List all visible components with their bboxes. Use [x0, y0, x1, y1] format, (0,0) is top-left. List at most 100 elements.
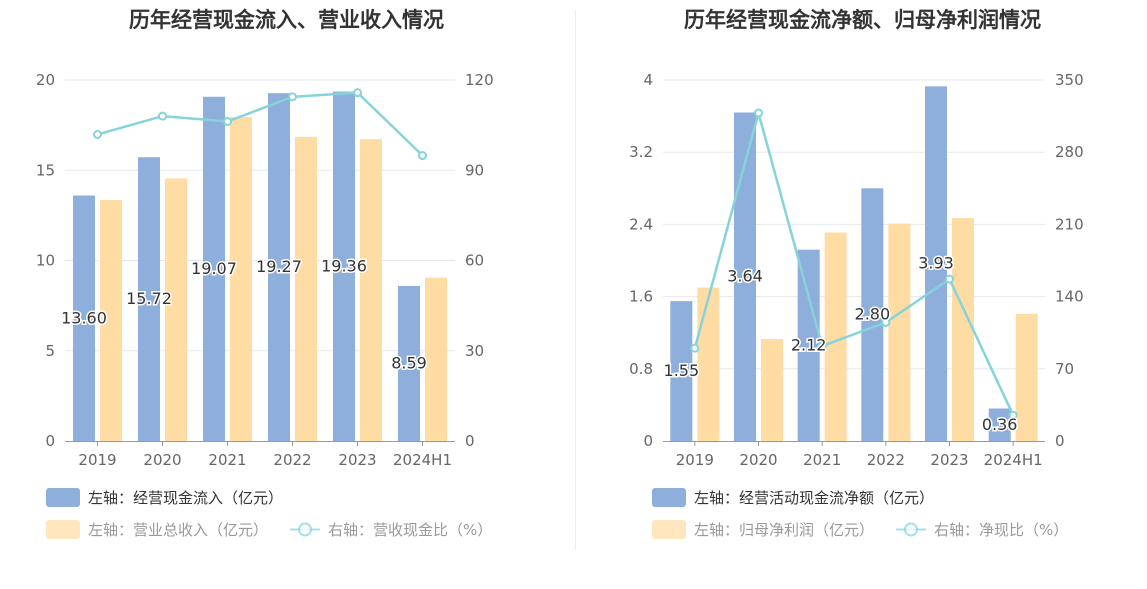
x-tick-label: 2020 [739, 451, 777, 469]
chart-panel-net-cash: 历年经营现金流净额、归母净利润情况 0 0 0.8 70 1.6 140 2.4 210 3.2… [576, 0, 1147, 560]
legend-item-inflow[interactable]: 左轴：经营现金流入（亿元） [46, 487, 283, 508]
data-label: 2.12 [791, 335, 827, 354]
y-right-tick-label: 0 [465, 432, 475, 450]
ratio-point [754, 108, 763, 118]
bar-primary [925, 86, 947, 441]
y-right-tick-label: 60 [465, 252, 484, 270]
bar-secondary [697, 287, 720, 441]
ratio-point [223, 117, 232, 127]
legend-label: 左轴：营业总收入（亿元） [88, 520, 269, 539]
x-tick-label: 2022 [867, 451, 905, 469]
bar-secondary [888, 223, 911, 441]
chart-title: 历年经营现金流入、营业收入情况 [129, 8, 444, 32]
y-left-tick-label: 20 [36, 71, 55, 89]
x-tick-label: 2019 [78, 451, 116, 469]
data-label: 19.07 [191, 259, 237, 278]
ratio-point [353, 88, 362, 98]
y-left-tick-label: 15 [36, 161, 55, 179]
data-label: 2.80 [855, 305, 891, 324]
y-right-tick-label: 350 [1055, 71, 1084, 89]
bar-secondary [824, 232, 847, 441]
bar-primary [797, 249, 820, 441]
data-label: 15.72 [126, 289, 172, 308]
x-tick-label: 2023 [930, 451, 968, 469]
legend-row-2: 左轴：营业总收入（亿元） 右轴：营收现金比（%） [46, 519, 514, 539]
data-label: 8.59 [391, 353, 427, 372]
bar-secondary [295, 136, 317, 442]
x-tick-label: 2022 [273, 451, 311, 469]
bar-secondary [761, 339, 783, 441]
legend-row-2: 左轴：归母净利润（亿元） 右轴：净现比（%） [652, 519, 1090, 539]
bar-primary [333, 91, 355, 441]
ratio-point [158, 111, 167, 121]
legend-label: 左轴：经营活动现金流净额（亿元） [694, 488, 935, 507]
bar-secondary [100, 200, 122, 441]
x-tick-label: 2021 [208, 451, 246, 469]
y-left-tick-label: 0 [45, 432, 55, 450]
ratio-line [693, 108, 1015, 416]
x-tick-label: 2020 [143, 451, 181, 469]
ratio-point [817, 341, 827, 351]
y-left-tick-label: 1.6 [629, 288, 653, 306]
y-right-tick-label: 30 [465, 342, 484, 360]
ratio-point [945, 274, 954, 284]
legend-label: 左轴：经营现金流入（亿元） [88, 488, 284, 507]
bar-primary [73, 195, 95, 441]
y-left-tick-label: 2.4 [629, 215, 653, 233]
bar-primary [670, 301, 693, 441]
y-right-tick-label: 140 [1055, 288, 1084, 306]
x-tick-label: 2024H1 [393, 451, 452, 469]
bar-secondary [425, 277, 447, 441]
panel-divider [575, 10, 576, 550]
chart-svg: 0 0 0.8 70 1.6 140 2.4 210 3.2 280 4 350 2019 2020 202… [629, 71, 1084, 469]
data-label: 1.55 [664, 361, 700, 380]
bar-primary [138, 157, 160, 441]
x-tick-label: 2023 [338, 451, 376, 469]
y-right-tick-label: 210 [1055, 215, 1084, 233]
y-right-tick-label: 0 [1055, 432, 1065, 450]
ratio-point [93, 129, 102, 139]
y-right-tick-label: 280 [1055, 143, 1084, 161]
legend-line-circle-icon [290, 522, 321, 536]
legend-item-ratio[interactable]: 右轴：营收现金比（%） [290, 519, 492, 540]
x-tick-label: 2024H1 [984, 451, 1043, 469]
legend-row-1: 左轴：经营活动现金流净额（亿元） [652, 487, 956, 507]
bar-primary [398, 285, 420, 441]
legend-label: 右轴：净现比（%） [934, 520, 1069, 539]
bar-secondary [1015, 313, 1038, 441]
ratio-point [288, 92, 297, 102]
bar-secondary [952, 218, 974, 441]
chart-svg: 0 0 5 30 10 60 15 90 20 120 2019 2020 2021 2022 2023 20… [36, 71, 494, 469]
ratio-point [690, 343, 700, 353]
data-label: 3.93 [918, 254, 954, 273]
data-label: 0.36 [982, 415, 1018, 434]
bar-primary [268, 93, 290, 441]
legend-swatch-orange [652, 519, 686, 539]
legend-item-net-profit[interactable]: 左轴：归母净利润（亿元） [652, 519, 874, 540]
bar-secondary [360, 139, 382, 442]
data-label: 3.64 [727, 267, 763, 286]
legend-item-revenue[interactable]: 左轴：营业总收入（亿元） [46, 519, 268, 540]
x-tick-label: 2021 [803, 451, 841, 469]
y-left-tick-label: 4 [643, 71, 653, 89]
legend-swatch-blue [652, 487, 686, 507]
x-tick-label: 2019 [676, 451, 714, 469]
y-right-tick-label: 120 [465, 71, 494, 89]
y-left-tick-label: 3.2 [629, 143, 653, 161]
y-right-tick-label: 90 [465, 161, 484, 179]
bar-primary [861, 188, 884, 441]
data-label: 19.36 [321, 256, 367, 275]
legend-label: 右轴：营收现金比（%） [328, 520, 493, 539]
y-left-tick-label: 5 [45, 342, 55, 360]
legend-item-net-ratio[interactable]: 右轴：净现比（%） [896, 519, 1068, 540]
ratio-line [97, 91, 424, 157]
legend-swatch-orange [46, 519, 80, 539]
chart-panel-cash-inflow: 历年经营现金流入、营业收入情况 0 0 5 30 10 60 15 90 20 120 2019 20… [0, 0, 573, 560]
data-label: 19.27 [256, 257, 302, 276]
y-left-tick-label: 0.8 [629, 360, 653, 378]
ratio-point [418, 151, 427, 161]
legend-row-1: 左轴：经营现金流入（亿元） [46, 487, 305, 507]
legend-item-net-cash[interactable]: 左轴：经营活动现金流净额（亿元） [652, 487, 934, 508]
legend-label: 左轴：归母净利润（亿元） [694, 520, 875, 539]
y-right-tick-label: 70 [1055, 360, 1074, 378]
